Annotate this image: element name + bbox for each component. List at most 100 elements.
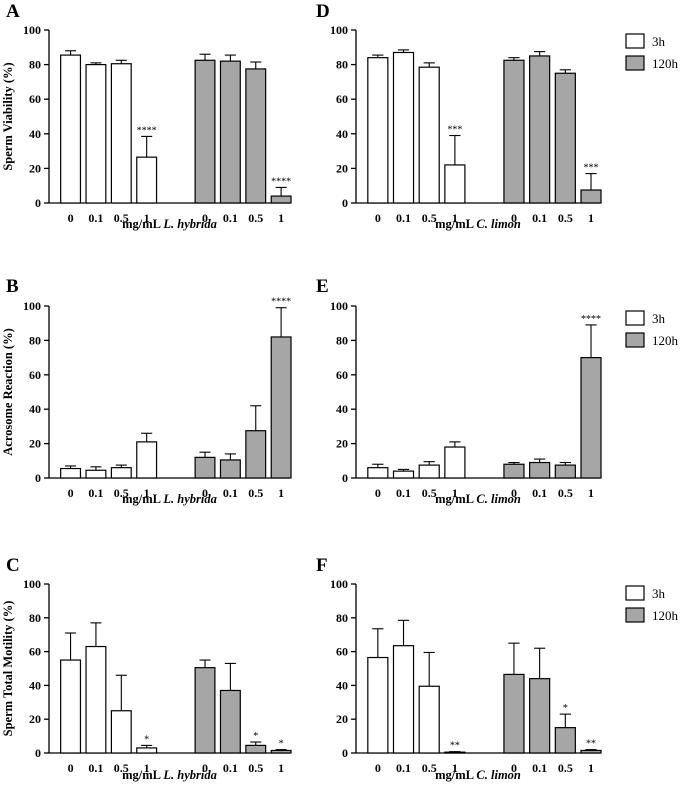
x-tick-label: 0.5 bbox=[114, 761, 129, 775]
y-tick-label: 0 bbox=[35, 746, 41, 760]
x-axis-label: mg/mL L. hybrida bbox=[122, 492, 217, 506]
y-tick-label: 60 bbox=[336, 92, 348, 106]
x-axis-label-species: C. limon bbox=[476, 768, 521, 782]
legend-row-1: 3h 120h bbox=[625, 33, 679, 71]
x-tick-label: 0.1 bbox=[532, 211, 547, 225]
bar-3h-0 bbox=[60, 659, 82, 754]
x-tick-label: 0.1 bbox=[396, 211, 411, 225]
significance-label: **** bbox=[271, 297, 291, 308]
bar-3h-0.5 bbox=[110, 710, 132, 754]
significance-label: *** bbox=[447, 125, 462, 136]
y-tick-label: 60 bbox=[29, 368, 41, 382]
panel-c: C 0 20 40 60 80 100 Sperm Total Motility (%) 0 0.… bbox=[1, 555, 292, 782]
y-tick-label: 0 bbox=[35, 196, 41, 210]
x-axis-label-unit: mg/mL bbox=[435, 492, 476, 506]
y-tick-label: 40 bbox=[336, 127, 348, 141]
y-tick-label: 80 bbox=[336, 611, 348, 625]
bar-120h-0.1 bbox=[219, 459, 241, 479]
x-tick-label: 0 bbox=[68, 211, 74, 225]
bar-120h-1 bbox=[270, 749, 292, 754]
x-tick-label: 0 bbox=[68, 486, 74, 500]
x-axis-label: mg/mL L. hybrida bbox=[122, 768, 217, 782]
x-tick-label: 1 bbox=[144, 211, 150, 225]
x-tick-label: 0.5 bbox=[248, 211, 263, 225]
y-axis-label: Acrosome Reaction (%) bbox=[1, 328, 15, 456]
bar-120h-0.5 bbox=[554, 72, 576, 204]
x-tick-label: 0 bbox=[375, 211, 381, 225]
y-tick-label: 100 bbox=[23, 577, 41, 591]
y-tick-label: 60 bbox=[29, 92, 41, 106]
x-axis-label-species: C. limon bbox=[476, 492, 521, 506]
panel-label: D bbox=[316, 1, 330, 22]
bar-120h-0 bbox=[194, 456, 216, 479]
x-axis-label-species: C. limon bbox=[476, 217, 521, 231]
legend-swatch-3h bbox=[625, 33, 645, 49]
x-tick-label: 0.1 bbox=[532, 486, 547, 500]
bar-120h-0.5 bbox=[245, 430, 267, 479]
x-tick-label: 0.1 bbox=[223, 761, 238, 775]
x-tick-label: 0.1 bbox=[223, 486, 238, 500]
bar-3h-0.1 bbox=[85, 645, 107, 754]
x-tick-label: 1 bbox=[452, 211, 458, 225]
bar-120h-0 bbox=[503, 463, 525, 479]
y-tick-label: 20 bbox=[336, 161, 348, 175]
bar-120h-0 bbox=[194, 59, 216, 204]
bar-3h-0 bbox=[60, 54, 82, 204]
legend-swatch-3h bbox=[625, 310, 645, 326]
bar-120h-1 bbox=[580, 749, 602, 754]
y-tick-label: 100 bbox=[330, 299, 348, 313]
significance-label: * bbox=[253, 731, 258, 742]
y-tick-label: 100 bbox=[330, 577, 348, 591]
y-tick-label: 80 bbox=[29, 333, 41, 347]
y-tick-label: 0 bbox=[342, 196, 348, 210]
x-tick-label: 0.5 bbox=[248, 486, 263, 500]
bar-3h-1 bbox=[136, 747, 158, 754]
x-tick-label: 0.1 bbox=[396, 761, 411, 775]
bar-3h-0.1 bbox=[392, 470, 415, 479]
panel-a: A 0 20 40 60 80 100 Sperm Viability (%) 0 0.1 0.5 *… bbox=[1, 1, 292, 231]
x-tick-label: 0.5 bbox=[422, 761, 437, 775]
bar-120h-0.1 bbox=[529, 678, 551, 754]
y-tick-label: 40 bbox=[29, 127, 41, 141]
y-tick-label: 0 bbox=[342, 471, 348, 485]
x-tick-label: 1 bbox=[588, 486, 594, 500]
x-tick-label: 0 bbox=[202, 486, 208, 500]
legend-label-3h: 3h bbox=[652, 586, 666, 601]
x-tick-label: 0.5 bbox=[558, 761, 573, 775]
x-tick-label: 0.5 bbox=[558, 211, 573, 225]
y-tick-label: 100 bbox=[23, 299, 41, 313]
x-tick-label: 0.5 bbox=[422, 211, 437, 225]
y-tick-label: 80 bbox=[336, 333, 348, 347]
x-tick-label: 0.5 bbox=[114, 211, 129, 225]
bar-3h-0 bbox=[60, 467, 82, 479]
panel-label: B bbox=[6, 276, 19, 297]
x-tick-label: 1 bbox=[278, 486, 284, 500]
y-tick-label: 80 bbox=[336, 58, 348, 72]
x-tick-label: 1 bbox=[452, 761, 458, 775]
y-tick-label: 100 bbox=[23, 23, 41, 37]
y-tick-label: 80 bbox=[29, 58, 41, 72]
significance-label: * bbox=[563, 703, 568, 714]
x-tick-label: 0 bbox=[375, 486, 381, 500]
y-tick-label: 0 bbox=[342, 746, 348, 760]
x-axis-label-species: L. hybrida bbox=[162, 492, 216, 506]
x-tick-label: 1 bbox=[588, 211, 594, 225]
x-tick-label: 1 bbox=[144, 761, 150, 775]
bar-3h-1 bbox=[444, 164, 466, 204]
x-tick-label: 1 bbox=[278, 211, 284, 225]
bar-3h-1 bbox=[136, 156, 158, 204]
legend-label-3h: 3h bbox=[652, 311, 666, 326]
significance-label: **** bbox=[137, 125, 157, 136]
panel-label: A bbox=[6, 1, 20, 22]
x-axis-label: mg/mL C. limon bbox=[435, 217, 521, 231]
x-tick-label: 0 bbox=[202, 211, 208, 225]
panel-b: B 0 20 40 60 80 100 Acrosome Reaction (%) 0 0.1 0.… bbox=[1, 276, 292, 506]
bar-3h-0.1 bbox=[85, 63, 107, 204]
panel-label: C bbox=[6, 555, 20, 576]
y-tick-label: 60 bbox=[336, 368, 348, 382]
y-tick-label: 20 bbox=[29, 437, 41, 451]
bar-3h-0.5 bbox=[418, 685, 440, 754]
